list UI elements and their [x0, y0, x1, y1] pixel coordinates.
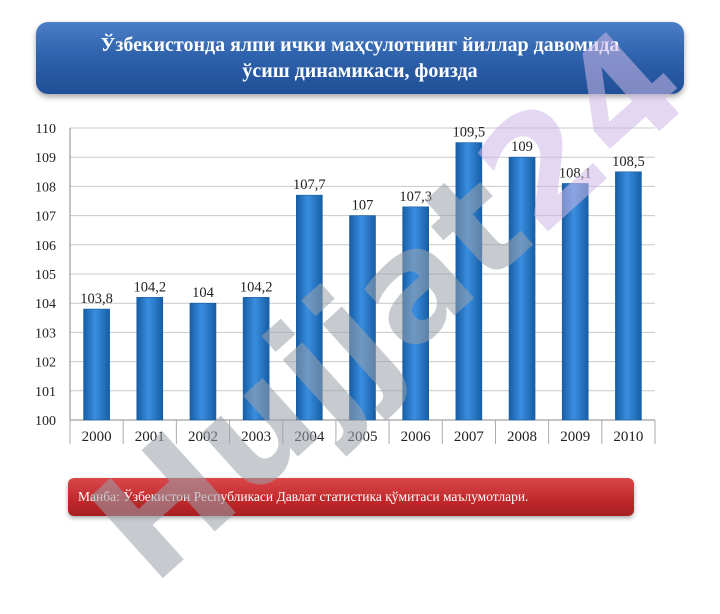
bar: [136, 297, 164, 421]
x-tick-label: 2006: [401, 429, 432, 445]
data-label: 104,2: [133, 279, 166, 295]
chart-title-line-1: Ўзбекистонда ялпи ички маҳсулотнинг йилл…: [100, 34, 620, 56]
bar: [561, 183, 589, 421]
data-label: 109,5: [453, 125, 486, 141]
source-note: Манба: Ўзбекистон Республикаси Давлат ст…: [68, 478, 634, 516]
y-tick-label: 104: [35, 297, 56, 312]
y-tick-label: 108: [35, 180, 56, 195]
x-tick-label: 2004: [294, 429, 325, 445]
data-label: 103,8: [80, 291, 113, 307]
bar: [242, 297, 270, 421]
y-tick-label: 107: [35, 210, 56, 225]
x-tick-label: 2001: [135, 429, 165, 445]
data-label: 108,5: [612, 154, 645, 170]
data-label: 107: [352, 198, 374, 214]
x-tick-label: 2005: [348, 429, 378, 445]
x-tick-label: 2008: [507, 429, 537, 445]
bar: [83, 308, 110, 421]
y-tick-label: 106: [35, 239, 56, 254]
x-tick-label: 2002: [188, 429, 218, 445]
data-label: 104,2: [240, 279, 273, 295]
bar: [189, 302, 217, 421]
y-tick-label: 100: [35, 414, 56, 429]
bar: [296, 194, 323, 421]
y-tick-label: 109: [35, 151, 56, 166]
data-label: 104: [192, 285, 215, 301]
y-tick-label: 103: [35, 326, 56, 341]
data-label: 107,3: [399, 189, 432, 205]
bar: [615, 171, 642, 421]
data-label: 107,7: [293, 177, 326, 193]
chart-title: Ўзбекистонда ялпи ички маҳсулотнинг йилл…: [36, 22, 684, 94]
bar: [402, 206, 429, 421]
x-tick-label: 2000: [82, 429, 112, 445]
bar: [508, 156, 536, 421]
y-tick-label: 101: [35, 385, 56, 400]
bar: [349, 215, 376, 421]
y-tick-label: 102: [35, 356, 56, 371]
bar-chart: 100 101 102 103 104 105 106 107 108 109 110 103,8 20…: [35, 122, 656, 445]
data-label: 109: [511, 139, 533, 155]
source-note-text: Манба: Ўзбекистон Республикаси Давлат ст…: [78, 489, 529, 504]
x-tick-label: 2009: [560, 429, 590, 445]
bar: [455, 142, 483, 421]
y-tick-label: 105: [35, 268, 56, 283]
x-tick-label: 2010: [613, 429, 643, 445]
y-tick-label: 110: [36, 122, 56, 137]
x-tick-label: 2003: [241, 429, 271, 445]
x-tick-label: 2007: [454, 429, 485, 445]
chart-title-line-2: ўсиш динамикаси, фоизда: [242, 60, 478, 82]
data-label: 108,1: [559, 165, 592, 181]
